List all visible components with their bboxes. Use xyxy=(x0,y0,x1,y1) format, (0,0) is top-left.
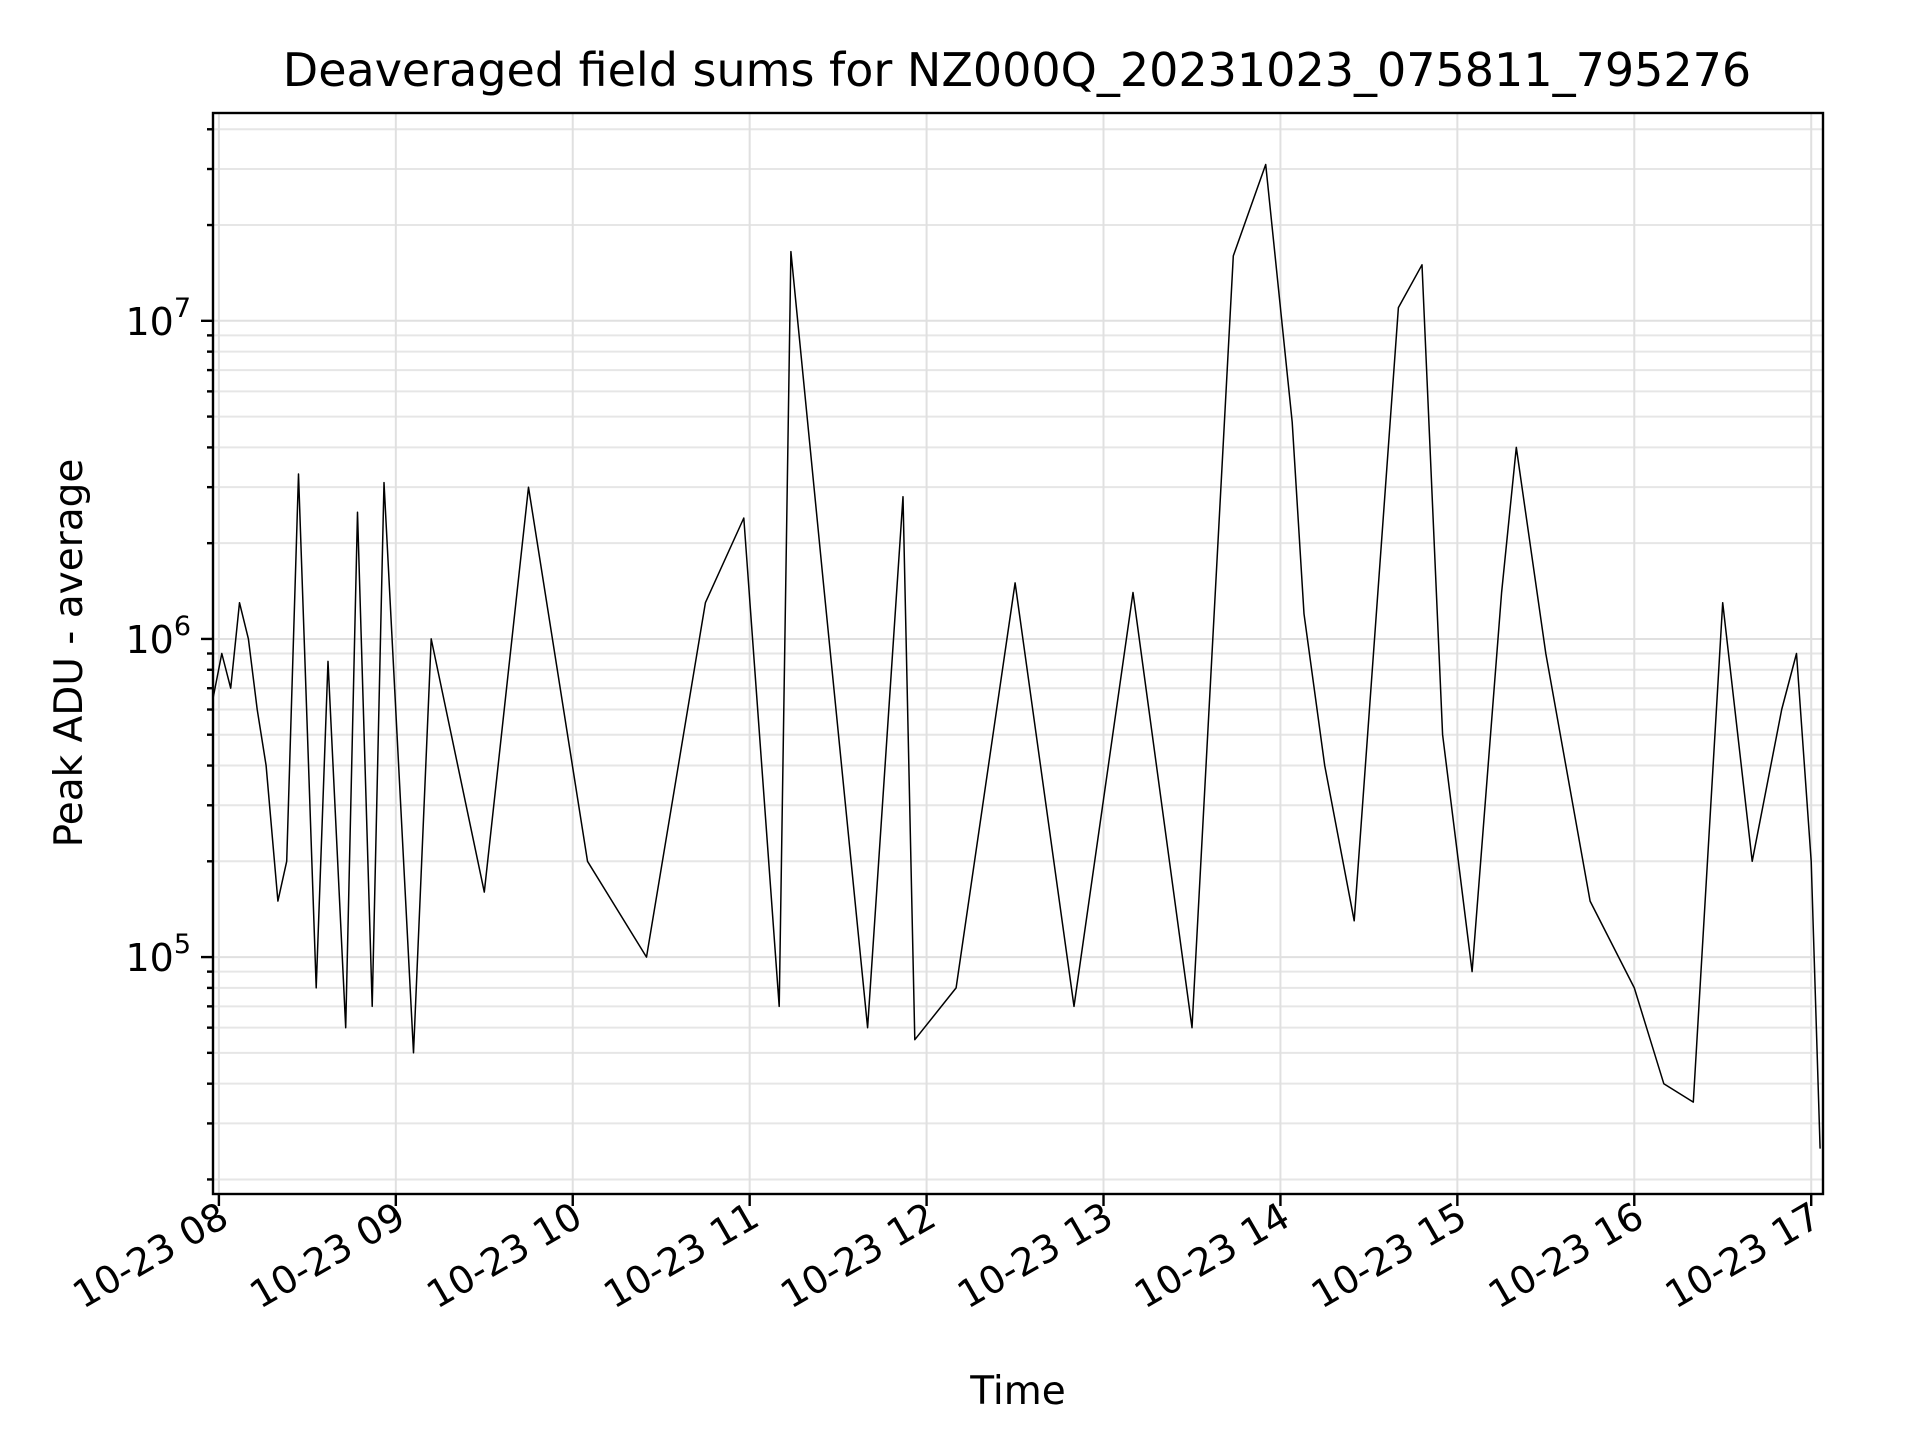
x-axis: 10-23 08 10-23 09 10-23 10 10-23 11 10-23 12… xyxy=(65,1194,1827,1318)
y-axis: 105 106 107 xyxy=(125,128,213,1181)
x-tick-label: 10-23 17 xyxy=(1658,1194,1828,1318)
y-tick-label: 106 xyxy=(125,611,191,662)
y-tick-label: 105 xyxy=(125,929,191,980)
x-tick-label: 10-23 08 xyxy=(65,1194,235,1318)
x-tick-label: 10-23 12 xyxy=(773,1194,943,1318)
x-tick-label: 10-23 11 xyxy=(596,1194,766,1318)
x-tick-label: 10-23 16 xyxy=(1481,1194,1651,1318)
x-tick-label: 10-23 10 xyxy=(419,1194,589,1318)
grid xyxy=(213,113,1823,1194)
x-tick-label: 10-23 13 xyxy=(950,1194,1120,1318)
x-tick-label: 10-23 15 xyxy=(1304,1194,1474,1318)
y-axis-label: Peak ADU - average xyxy=(47,459,92,848)
y-tick-label: 107 xyxy=(125,293,191,344)
x-tick-label: 10-23 09 xyxy=(242,1194,412,1318)
data-series-line xyxy=(212,163,1821,1149)
x-tick-label: 10-23 14 xyxy=(1127,1194,1297,1318)
x-axis-label: Time xyxy=(969,1369,1065,1414)
chart-title: Deaveraged field sums for NZ000Q_2023102… xyxy=(283,43,1751,97)
